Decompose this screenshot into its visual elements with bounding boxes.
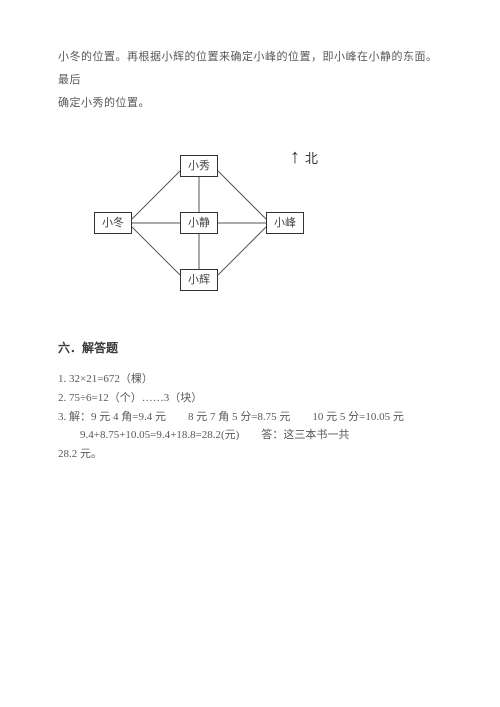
- answer-line: 3. 解：9 元 4 角=9.4 元 8 元 7 角 5 分=8.75 元 10…: [58, 408, 442, 427]
- intro-line-2: 确定小秀的位置。: [58, 92, 442, 115]
- position-diagram: 小秀 小冬 小静 小峰 小辉 ↑ 北: [88, 139, 348, 309]
- section-6-answers: 1. 32×21=672（棵） 2. 75÷6=12（个）……3（块） 3. 解…: [58, 370, 442, 463]
- answer-line: 1. 32×21=672（棵）: [58, 370, 442, 389]
- answer-line: 28.2 元。: [58, 445, 442, 464]
- node-right: 小峰: [266, 212, 304, 234]
- node-top: 小秀: [180, 155, 218, 177]
- answer-line: 9.4+8.75+10.05=9.4+18.8=28.2(元) 答：这三本书一共: [58, 426, 442, 445]
- section-6-title: 六．解答题: [58, 339, 442, 356]
- page: 小冬的位置。再根据小辉的位置来确定小峰的位置，即小峰在小静的东面。最后 确定小秀…: [0, 0, 500, 464]
- answer-line: 2. 75÷6=12（个）……3（块）: [58, 389, 442, 408]
- intro-line-1: 小冬的位置。再根据小辉的位置来确定小峰的位置，即小峰在小静的东面。最后: [58, 46, 442, 92]
- node-center: 小静: [180, 212, 218, 234]
- node-left: 小冬: [94, 212, 132, 234]
- node-bottom: 小辉: [180, 269, 218, 291]
